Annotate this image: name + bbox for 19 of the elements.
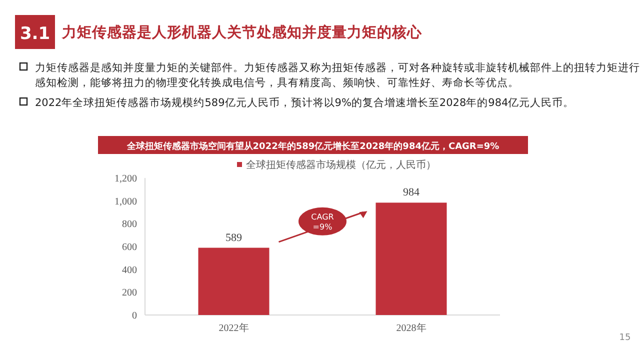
data-label: 589 (226, 232, 242, 244)
text: 15 (619, 333, 631, 343)
text: 力矩传感器是感知并度量力矩的关键部件。力矩传感器又称为扭矩传感器，可对各种旋转或非旋转机械部件上的扭转力矩进行感知检测，能够将扭力的物理变化转换成电信号，具有精度高、频响快、可靠性好、寿命长等优点。 (35, 61, 640, 89)
y-tick-label: 1,200 (114, 174, 137, 184)
text: 3.1 (20, 24, 50, 44)
y-tick-label: 800 (122, 219, 137, 230)
legend-label: 全球扭矩传感器市场规模（亿元，人民币） (246, 159, 436, 171)
y-tick-label: 400 (122, 264, 137, 276)
x-tick-label: 2022年 (218, 322, 249, 334)
y-tick-label: 200 (122, 288, 137, 299)
y-tick-label: 600 (122, 242, 137, 253)
chart-title: 力矩传感器是人形机器人关节处感知并度量力矩的核心 (61, 23, 423, 41)
y-tick-label: 1,000 (114, 196, 137, 208)
chart-subtitle: 全球扭矩传感器市场空间有望从2022年的589亿元增长至2028年的984亿元，CAGR=9% (126, 141, 500, 152)
annotation: CAGR =9% (311, 212, 334, 232)
text: 2022年全球扭矩传感器市场规模约589亿元人民币，预计将以9%的复合增速增长至2028年的984亿元人民币。 (35, 96, 574, 109)
y-tick-label: 0 (132, 310, 137, 322)
data-label: 984 (403, 186, 420, 199)
x-tick-label: 2028年 (396, 322, 426, 334)
